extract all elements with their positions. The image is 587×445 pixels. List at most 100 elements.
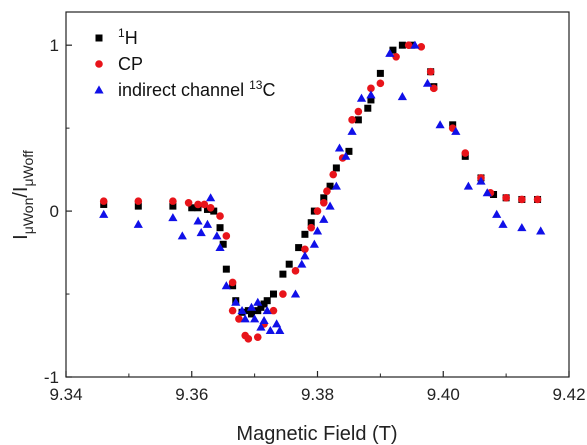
c13-point xyxy=(463,181,473,190)
legend-label: CP xyxy=(118,54,143,74)
c13-point xyxy=(435,120,445,129)
legend-marker xyxy=(95,34,103,42)
h-point xyxy=(222,265,230,273)
h-point xyxy=(134,202,142,210)
c13-point xyxy=(212,231,222,240)
legend-marker xyxy=(95,60,103,68)
h-point xyxy=(247,310,255,318)
c13-point xyxy=(259,315,269,325)
c13-point xyxy=(482,188,492,197)
cp-point xyxy=(200,200,209,209)
cp-point xyxy=(184,198,193,207)
h-point xyxy=(364,104,372,112)
legend-label-name: indirect channel xyxy=(118,80,249,100)
c13-point xyxy=(325,201,335,210)
c13-point xyxy=(246,302,257,311)
c13-point xyxy=(275,325,285,334)
c13-point xyxy=(347,126,357,135)
legend-label-sup: 1 xyxy=(118,26,125,40)
h-point xyxy=(367,96,375,104)
cp-point xyxy=(354,107,363,116)
cp-point xyxy=(235,315,243,323)
h-point xyxy=(285,260,293,268)
c13-point xyxy=(262,306,272,315)
cp-point xyxy=(279,290,287,298)
h-point xyxy=(219,240,227,248)
x-tick-label: 9.36 xyxy=(175,385,208,404)
c13-point xyxy=(385,48,395,57)
h-point xyxy=(326,182,334,190)
x-tick-label: 9.34 xyxy=(49,385,82,404)
c13-point xyxy=(397,92,407,101)
legend-label-suffix: C xyxy=(262,80,275,100)
legend-label-name: CP xyxy=(118,54,143,74)
cp-point xyxy=(228,306,237,315)
c13-point xyxy=(265,325,275,334)
cp-point xyxy=(502,194,510,202)
cp-point xyxy=(313,207,322,215)
cp-point xyxy=(291,267,300,275)
c13-point xyxy=(168,213,178,222)
y-axis-title: IμWon/IμWoff xyxy=(10,150,36,240)
h-point xyxy=(376,69,384,77)
c13-point xyxy=(221,281,231,290)
cp-point xyxy=(367,84,375,93)
y-axis: -1 0 1 xyxy=(44,36,72,387)
x-tick-label: 9.40 xyxy=(427,385,460,404)
h-point xyxy=(354,116,362,124)
h-point xyxy=(398,41,406,49)
cp-point xyxy=(323,187,331,195)
y-tick-label: 0 xyxy=(50,202,59,221)
h-point xyxy=(263,297,271,305)
c13-point xyxy=(297,259,307,268)
legend-marker xyxy=(94,85,104,94)
cp-point xyxy=(430,84,438,93)
c13-point xyxy=(202,219,213,228)
y-tick-label: -1 xyxy=(44,368,59,387)
h-point xyxy=(301,230,309,238)
cp-point xyxy=(329,170,338,179)
c13-point xyxy=(517,223,527,232)
c13-point xyxy=(300,251,310,260)
c13-point xyxy=(410,40,420,49)
cp-point xyxy=(461,149,470,157)
c13-point xyxy=(319,214,329,223)
c13-point xyxy=(498,219,508,228)
series-2 xyxy=(99,40,546,334)
legend-label: 1H xyxy=(118,26,138,48)
h-point xyxy=(269,290,277,298)
c13-point xyxy=(196,228,206,237)
h-point xyxy=(320,194,328,202)
h-point xyxy=(216,224,224,232)
h-point xyxy=(389,46,397,54)
h-point xyxy=(188,204,196,212)
cp-point xyxy=(518,195,526,204)
cp-point xyxy=(169,197,177,205)
cp-point xyxy=(194,200,202,209)
c13-point xyxy=(309,239,319,248)
cp-point xyxy=(426,67,435,76)
h-point xyxy=(295,244,303,252)
cp-point xyxy=(228,278,237,287)
c13-point xyxy=(231,297,241,306)
cp-point xyxy=(222,232,231,240)
legend-label-sup: 13 xyxy=(249,78,263,92)
c13-point xyxy=(272,319,282,328)
c13-point xyxy=(334,143,345,152)
cp-point xyxy=(392,52,400,61)
c13-point xyxy=(476,176,486,185)
c13-point xyxy=(237,306,247,315)
c13-point xyxy=(312,226,323,235)
cp-point xyxy=(269,306,278,315)
cp-point xyxy=(319,198,328,207)
c13-point xyxy=(240,314,250,323)
legend-label: indirect channel 13C xyxy=(118,78,275,100)
cp-point xyxy=(307,223,316,232)
c13-point xyxy=(331,181,341,190)
x-tick-label: 9.38 xyxy=(301,385,334,404)
c13-point xyxy=(215,242,225,252)
cp-point xyxy=(134,197,143,205)
cp-point xyxy=(244,335,253,343)
